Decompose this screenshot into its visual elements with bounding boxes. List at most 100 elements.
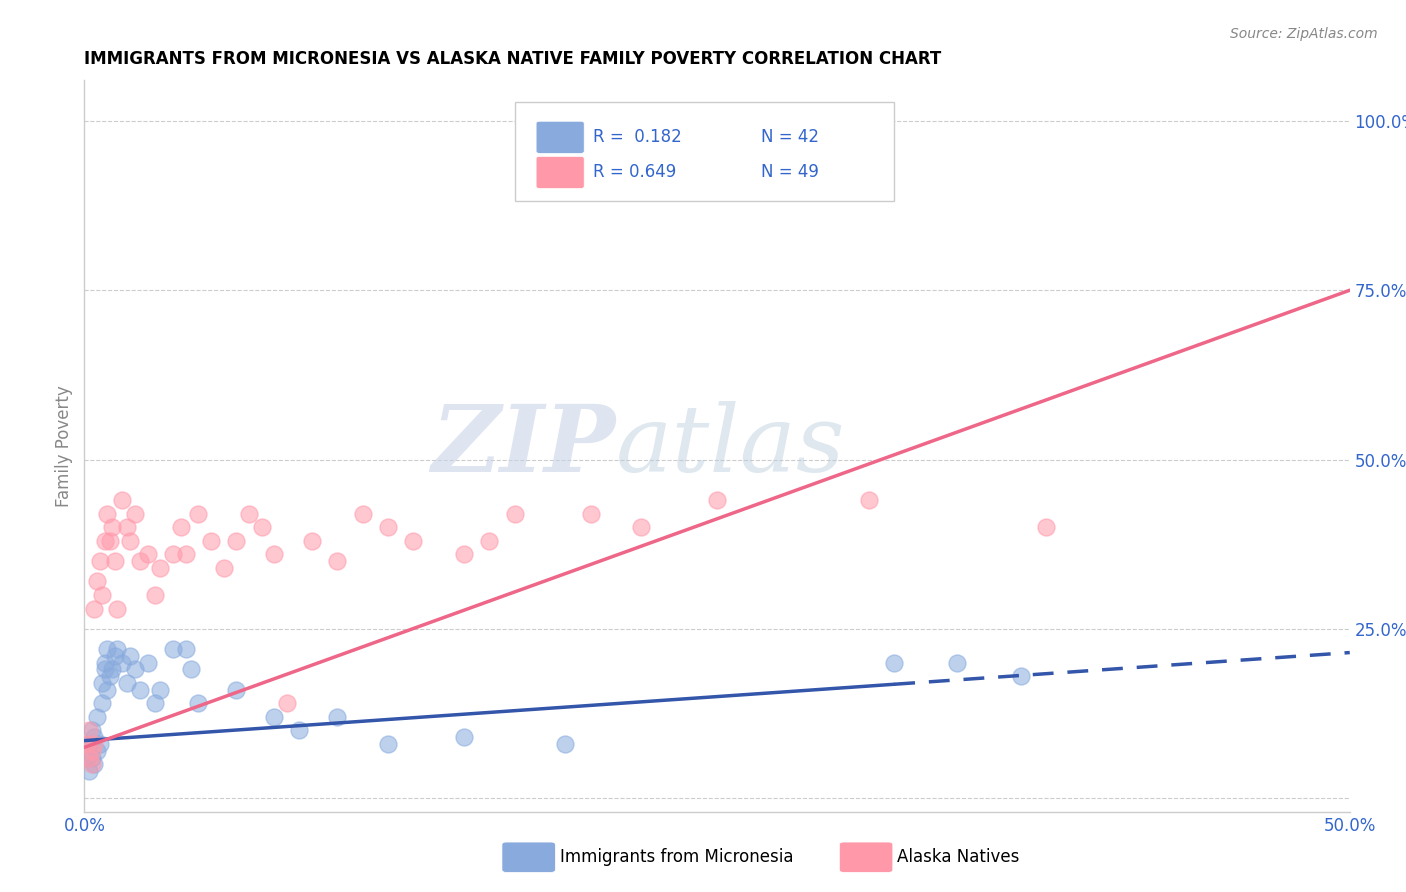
Text: IMMIGRANTS FROM MICRONESIA VS ALASKA NATIVE FAMILY POVERTY CORRELATION CHART: IMMIGRANTS FROM MICRONESIA VS ALASKA NAT… <box>84 50 942 68</box>
Point <box>1010 669 1032 683</box>
Point <box>212 561 235 575</box>
Point <box>143 588 166 602</box>
FancyBboxPatch shape <box>536 121 585 153</box>
Point <box>98 669 121 683</box>
Point <box>136 547 159 561</box>
Point <box>96 642 118 657</box>
FancyBboxPatch shape <box>536 156 585 188</box>
Point <box>136 656 159 670</box>
Point <box>225 533 247 548</box>
Point <box>104 648 127 663</box>
Point <box>80 744 103 758</box>
Point <box>104 554 127 568</box>
Point <box>326 554 349 568</box>
Point <box>93 533 115 548</box>
Text: ZIP: ZIP <box>432 401 616 491</box>
Point <box>83 737 105 751</box>
Point <box>630 520 652 534</box>
Point <box>453 547 475 561</box>
Point <box>129 554 152 568</box>
Point <box>200 533 222 548</box>
Point <box>162 642 184 657</box>
Point <box>105 601 128 615</box>
Point <box>162 547 184 561</box>
Point <box>79 723 101 738</box>
Point <box>169 520 191 534</box>
Point <box>101 520 124 534</box>
Point <box>86 710 108 724</box>
Point <box>225 682 247 697</box>
Point <box>79 764 101 778</box>
Point <box>93 663 115 677</box>
Point <box>98 533 121 548</box>
Point <box>80 750 103 764</box>
Point <box>883 656 905 670</box>
Point <box>946 656 969 670</box>
Point <box>187 697 209 711</box>
Point <box>80 757 103 772</box>
Point <box>96 507 118 521</box>
Point <box>288 723 311 738</box>
Point <box>402 533 425 548</box>
Point <box>118 533 141 548</box>
Y-axis label: Family Poverty: Family Poverty <box>55 385 73 507</box>
Point <box>83 757 105 772</box>
Point <box>89 554 111 568</box>
Point <box>238 507 260 521</box>
Text: Alaska Natives: Alaska Natives <box>897 848 1019 866</box>
Text: N = 42: N = 42 <box>762 128 820 146</box>
Text: R =  0.182: R = 0.182 <box>593 128 682 146</box>
Text: Immigrants from Micronesia: Immigrants from Micronesia <box>560 848 793 866</box>
Point <box>453 730 475 744</box>
Point <box>579 507 602 521</box>
Point <box>117 676 139 690</box>
Point <box>478 533 501 548</box>
Point <box>149 682 172 697</box>
Point <box>79 750 101 764</box>
Point <box>129 682 152 697</box>
Point <box>187 507 209 521</box>
Point <box>76 737 98 751</box>
Point <box>124 663 146 677</box>
Point <box>118 648 141 663</box>
Text: atlas: atlas <box>616 401 845 491</box>
Point <box>111 656 134 670</box>
Point <box>301 533 323 548</box>
Point <box>105 642 128 657</box>
Point <box>352 507 374 521</box>
Point <box>117 520 139 534</box>
Point <box>503 507 526 521</box>
Point <box>706 493 728 508</box>
Point <box>124 507 146 521</box>
Point <box>86 574 108 589</box>
Point <box>91 676 114 690</box>
Point <box>326 710 349 724</box>
Point <box>143 697 166 711</box>
Point <box>377 520 399 534</box>
Point <box>377 737 399 751</box>
Point <box>76 750 98 764</box>
Point <box>180 663 202 677</box>
Text: R = 0.649: R = 0.649 <box>593 163 676 181</box>
Point <box>149 561 172 575</box>
Point <box>706 114 728 128</box>
Text: Source: ZipAtlas.com: Source: ZipAtlas.com <box>1230 27 1378 41</box>
Point <box>111 493 134 508</box>
Point <box>86 744 108 758</box>
Point <box>276 697 298 711</box>
Point <box>80 723 103 738</box>
Point <box>91 588 114 602</box>
Point <box>91 697 114 711</box>
Point <box>858 493 880 508</box>
Point <box>89 737 111 751</box>
Point <box>96 682 118 697</box>
Point <box>250 520 273 534</box>
FancyBboxPatch shape <box>515 103 894 201</box>
Point <box>83 601 105 615</box>
Point <box>1035 520 1057 534</box>
Point <box>554 737 576 751</box>
Point <box>174 642 197 657</box>
Point <box>263 547 285 561</box>
Point <box>174 547 197 561</box>
Point <box>83 730 105 744</box>
